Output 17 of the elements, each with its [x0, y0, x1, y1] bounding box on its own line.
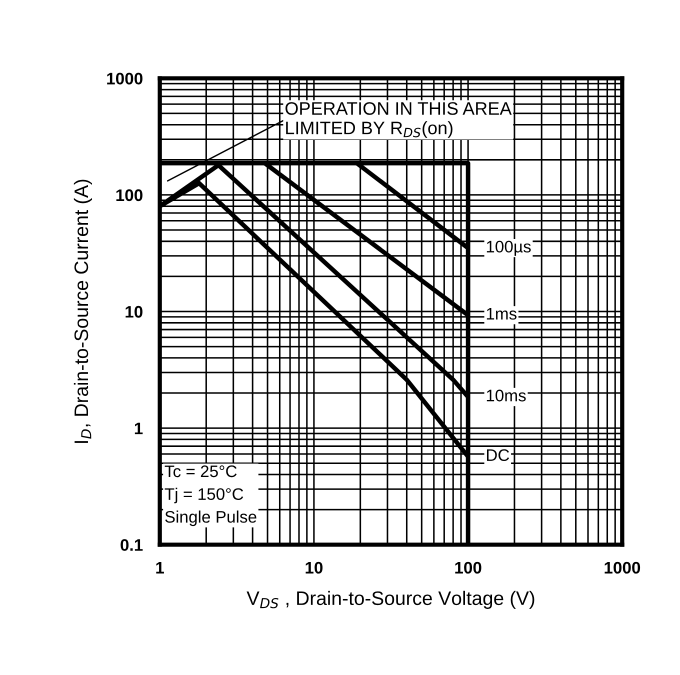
series-label: 10ms: [486, 390, 526, 402]
series-label: DC: [486, 449, 510, 462]
annotation: OPERATION IN THIS AREA LIMITED BY R$_{DS}$(on): [286, 102, 512, 138]
x-tick-label: 1000: [604, 562, 640, 574]
annotation: Tc = 25°C Tj = 150°C Single Pulse: [164, 465, 256, 526]
y-tick-label: 0.1: [120, 539, 143, 551]
series-label: 100µs: [486, 240, 531, 256]
y-axis-title: I$_{D}$, Drain-to-Source Current (A): [74, 180, 92, 443]
y-tick-label: 1: [134, 422, 143, 434]
x-tick-label: 1: [156, 562, 164, 574]
x-tick-label: 100: [455, 562, 482, 574]
y-tick-label: 10: [126, 306, 142, 318]
x-axis-title: V$_{DS}$ , Drain-to-Source Voltage (V): [246, 590, 534, 609]
y-tick-label: 100: [116, 189, 142, 202]
y-tick-label: 1000: [107, 72, 142, 85]
series-label: 1ms: [486, 308, 517, 320]
x-tick-label: 10: [306, 562, 323, 574]
